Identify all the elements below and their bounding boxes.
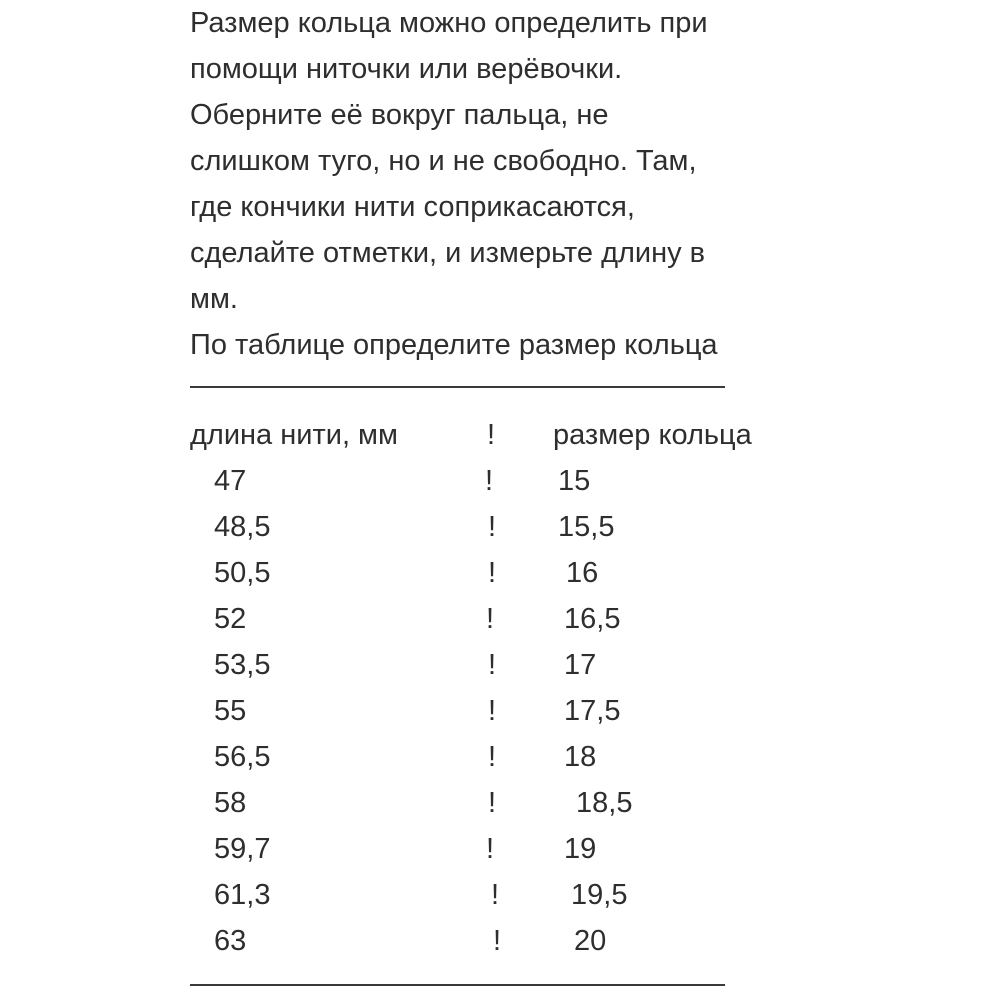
length-value: 48,5 [214, 511, 271, 543]
ring-size-value: 17 [564, 649, 597, 681]
length-value: 55 [214, 695, 247, 727]
ring-size-value: 19 [564, 833, 597, 865]
intro-line: мм. [190, 283, 238, 315]
intro-line: Оберните её вокруг пальца, не [190, 99, 609, 131]
intro-line: сделайте отметки, и измерьте длину в [190, 237, 706, 269]
intro-line: помощи ниточки или верёвочки. [190, 53, 623, 85]
header-separator: ! [487, 419, 496, 451]
top-divider [190, 386, 725, 388]
intro-line: слишком туго, но и не свободно. Там, [190, 145, 697, 177]
length-value: 56,5 [214, 741, 271, 773]
length-value: 58 [214, 787, 247, 819]
intro-line: Размер кольца можно определить при [190, 7, 708, 39]
length-value: 52 [214, 603, 247, 635]
length-value: 53,5 [214, 649, 271, 681]
column-separator: ! [491, 879, 500, 911]
ring-size-value: 15 [558, 465, 591, 497]
ring-size-value: 18 [564, 741, 597, 773]
length-value: 61,3 [214, 879, 271, 911]
length-value: 59,7 [214, 833, 271, 865]
header-size: размер кольца [553, 419, 752, 451]
column-separator: ! [493, 925, 502, 957]
column-separator: ! [488, 695, 497, 727]
ring-size-value: 16,5 [564, 603, 621, 635]
ring-size-value: 15,5 [558, 511, 615, 543]
intro-line: По таблице определите размер кольца [190, 329, 718, 361]
ring-size-value: 20 [574, 925, 607, 957]
column-separator: ! [486, 833, 495, 865]
length-value: 50,5 [214, 557, 271, 589]
ring-size-value: 19,5 [571, 879, 628, 911]
column-separator: ! [488, 557, 497, 589]
column-separator: ! [488, 741, 497, 773]
column-separator: ! [486, 603, 495, 635]
column-separator: ! [488, 511, 497, 543]
ring-size-value: 18,5 [576, 787, 633, 819]
header-length: длина нити, мм [190, 419, 398, 451]
ring-size-value: 17,5 [564, 695, 621, 727]
intro-line: где кончики нити соприкасаются, [190, 191, 635, 223]
length-value: 47 [214, 465, 247, 497]
column-separator: ! [488, 787, 497, 819]
column-separator: ! [485, 465, 494, 497]
ring-size-value: 16 [566, 557, 599, 589]
length-value: 63 [214, 925, 247, 957]
bottom-divider [190, 984, 725, 986]
column-separator: ! [488, 649, 497, 681]
